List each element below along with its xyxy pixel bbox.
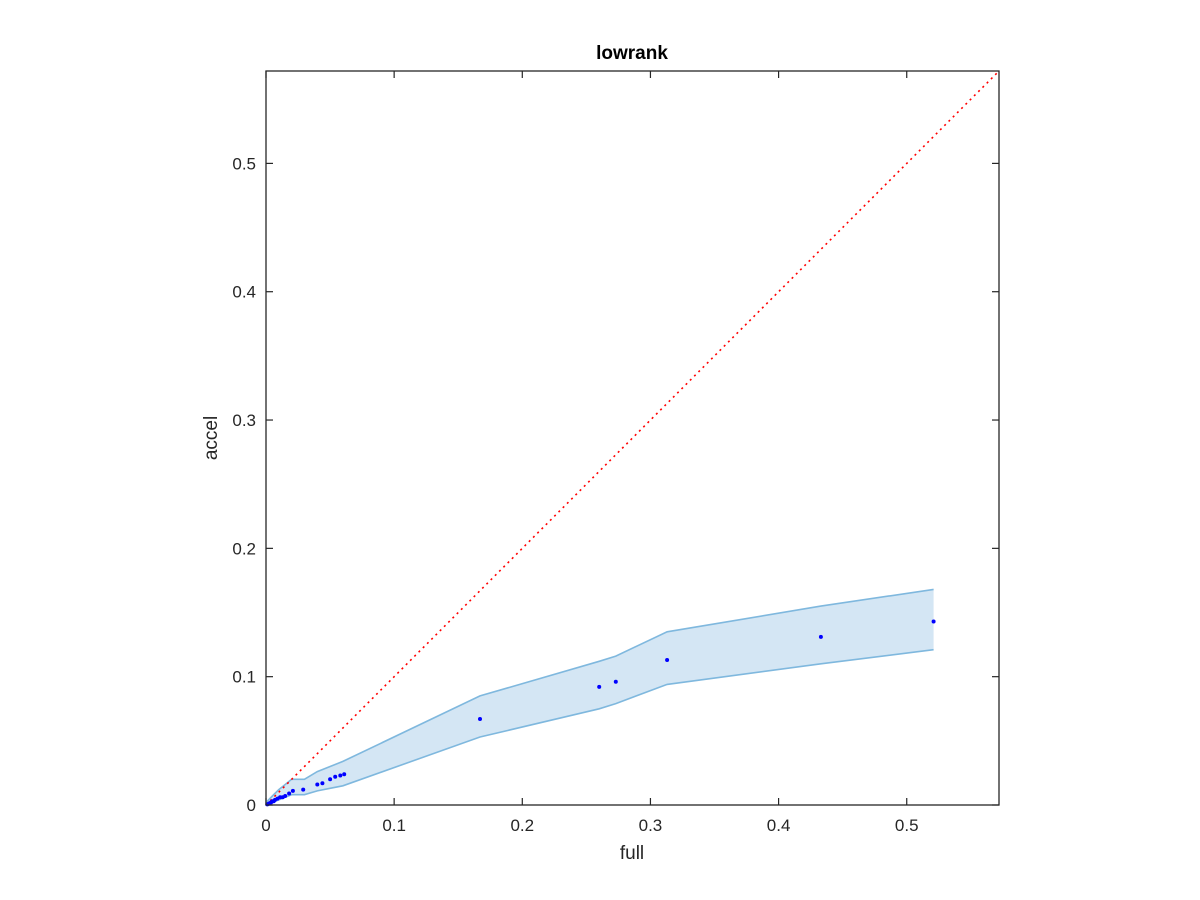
y-tick-label: 0.2	[232, 539, 256, 558]
reference-line-group	[265, 70, 1000, 806]
diagonal-reference-line	[265, 70, 1000, 806]
data-point	[665, 658, 670, 662]
data-point	[333, 774, 338, 779]
data-point	[287, 791, 292, 796]
y-tick-label: 0.3	[232, 411, 256, 430]
data-point	[320, 781, 325, 786]
data-point	[315, 782, 320, 787]
confidence-band	[266, 589, 934, 805]
x-axis: 0 0.1 0.2 0.3 0.4 0.5	[261, 71, 919, 835]
x-tick-label: 0.3	[639, 816, 663, 835]
data-point	[328, 777, 333, 782]
y-tick-label: 0.1	[232, 668, 256, 687]
y-axis-label: accel	[201, 416, 222, 460]
x-tick-label: 0.5	[895, 816, 919, 835]
data-point	[290, 788, 295, 793]
data-point	[931, 619, 936, 624]
x-tick-label: 0.4	[767, 816, 791, 835]
data-point	[478, 717, 482, 721]
y-axis: 0 0.1 0.2 0.3 0.4 0.5	[232, 154, 999, 815]
data-point	[597, 684, 602, 689]
y-tick-label: 0	[247, 796, 256, 815]
x-axis-label: full	[620, 843, 644, 864]
x-tick-label: 0	[261, 816, 270, 835]
band-upper-edge	[265, 588, 934, 803]
data-point	[301, 787, 306, 792]
data-point	[342, 772, 347, 777]
y-tick-label: 0.5	[232, 154, 256, 173]
x-tick-label: 0.1	[382, 816, 406, 835]
data-point	[338, 773, 343, 778]
data-point	[818, 634, 823, 639]
x-tick-label: 0.2	[510, 816, 534, 835]
chart-title: lowrank	[596, 43, 668, 64]
data-point	[283, 794, 288, 798]
data-point	[613, 679, 618, 684]
y-tick-label: 0.4	[232, 283, 256, 302]
plot-area	[265, 70, 1000, 807]
